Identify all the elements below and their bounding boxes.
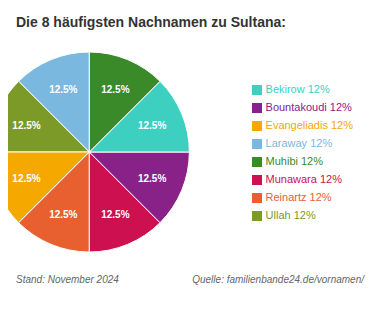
- svg-text:12.5%: 12.5%: [12, 173, 40, 184]
- html-text:Laraway 12%: Laraway 12%: [265, 137, 333, 149]
- html-text:Muhibi 12%: Muhibi 12%: [265, 155, 323, 167]
- svg-text:12.5%: 12.5%: [49, 84, 77, 95]
- html-text:Bekirow 12%: Bekirow 12%: [265, 83, 330, 95]
- html-text:Die 8 häufigsten Nachnamen zu: Die 8 häufigsten Nachnamen zu Sultana:: [16, 14, 286, 30]
- html-text:Munawara 12%: Munawara 12%: [265, 173, 342, 185]
- svg-text:12.5%: 12.5%: [12, 120, 40, 131]
- svg-text:12.5%: 12.5%: [138, 173, 166, 184]
- svg-text:12.5%: 12.5%: [101, 209, 129, 220]
- svg-text:12.5%: 12.5%: [138, 120, 166, 131]
- svg-text:12.5%: 12.5%: [101, 84, 129, 95]
- html-text:Ullah 12%: Ullah 12%: [265, 209, 316, 221]
- html-text:Stand: November 2024: Stand: November 2024: [16, 274, 119, 285]
- html-text:Evangeliadis 12%: Evangeliadis 12%: [265, 119, 353, 131]
- html-text:Reinartz 12%: Reinartz 12%: [265, 191, 332, 203]
- html-text:Quelle: familienbande24.de/vor: Quelle: familienbande24.de/vornamen/: [192, 274, 364, 285]
- html-text:Bountakoudi 12%: Bountakoudi 12%: [265, 101, 352, 113]
- svg-text:12.5%: 12.5%: [49, 209, 77, 220]
